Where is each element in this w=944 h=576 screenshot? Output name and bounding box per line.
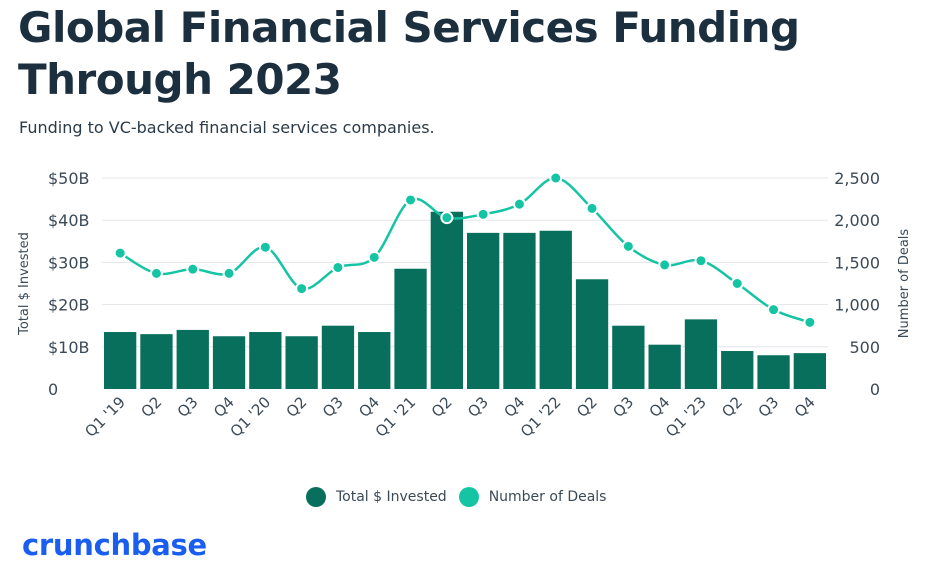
bar — [757, 355, 790, 389]
x-tick-label: Q1 '21 — [372, 393, 420, 441]
x-tick-label: Q4 — [210, 393, 238, 421]
bar — [503, 232, 536, 389]
x-tick-label: Q3 — [174, 393, 202, 421]
bar — [140, 334, 173, 389]
deals-point — [694, 254, 708, 268]
y2-tick-label-right: 500 — [849, 338, 880, 357]
deals-point — [295, 282, 309, 296]
deals-point — [186, 262, 200, 276]
bar — [612, 325, 645, 389]
x-tick-label: Q1 '22 — [517, 393, 565, 441]
x-tick-label: Q2 — [137, 393, 165, 421]
bar — [176, 329, 209, 389]
bar — [394, 268, 427, 389]
y-tick-label-left: 0 — [48, 380, 58, 399]
y-tick-label-left: $10B — [48, 338, 90, 357]
x-tick-label: Q4 — [355, 393, 383, 421]
legend-swatch-deals — [458, 487, 479, 507]
bar — [793, 353, 826, 389]
deals-point — [404, 193, 418, 207]
x-tick-label: Q1 '19 — [81, 393, 129, 441]
x-tick-label: Q2 — [718, 393, 746, 421]
legend-item-deals[interactable]: Number of Deals — [458, 487, 607, 507]
bar — [648, 344, 681, 389]
y-axis-title: Total $ Invested — [17, 232, 32, 336]
deals-point — [331, 260, 345, 274]
deals-point — [440, 211, 454, 225]
x-tick-label: Q4 — [791, 393, 819, 421]
deals-point — [658, 258, 672, 272]
bar — [285, 336, 318, 389]
x-tick-label: Q1 '23 — [662, 393, 710, 441]
legend-label-invested: Total $ Invested — [336, 489, 447, 505]
deals-point — [585, 201, 599, 215]
legend-label-deals: Number of Deals — [488, 489, 607, 505]
x-tick-label: Q1 '20 — [227, 393, 275, 441]
y2-axis-title: Number of Deals — [897, 229, 912, 339]
bar — [721, 351, 754, 389]
y2-tick-label-right: 2,500 — [834, 169, 880, 188]
bar — [575, 279, 609, 389]
x-tick-label: Q3 — [755, 393, 783, 421]
y2-tick-label-right: 2,000 — [834, 211, 880, 230]
x-tick-label: Q2 — [283, 393, 311, 421]
deals-point — [621, 239, 635, 253]
bar — [430, 211, 463, 389]
bar — [321, 325, 355, 389]
y-tick-label-left: $20B — [48, 296, 90, 315]
bar — [467, 232, 500, 389]
x-tick-label: Q2 — [573, 393, 601, 421]
y-tick-label-left: $40B — [48, 211, 90, 230]
x-tick-label: Q4 — [646, 393, 674, 421]
deals-point — [549, 171, 563, 185]
deals-point — [367, 250, 381, 264]
chart-legend: Total $ Invested Number of Deals — [306, 487, 618, 507]
deals-point — [803, 315, 817, 329]
bar — [104, 332, 137, 389]
y-tick-label-left: $30B — [48, 253, 90, 272]
x-tick-label: Q2 — [428, 393, 456, 421]
deals-point — [222, 266, 236, 280]
x-tick-label: Q3 — [319, 393, 347, 421]
deals-point — [512, 197, 526, 211]
deals-point — [730, 277, 744, 290]
x-tick-label: Q4 — [500, 393, 528, 421]
x-tick-label: Q3 — [464, 393, 492, 421]
bar — [212, 336, 246, 389]
legend-swatch-invested — [306, 487, 326, 507]
bar — [249, 332, 282, 389]
deals-point — [476, 207, 490, 221]
y-tick-label-left: $50B — [48, 169, 90, 188]
y2-tick-label-right: 1,000 — [834, 296, 880, 315]
legend-item-invested[interactable]: Total $ Invested — [306, 487, 447, 507]
x-tick-label: Q3 — [609, 393, 637, 421]
deals-point — [113, 246, 127, 260]
deals-line — [119, 176, 811, 324]
bar — [539, 230, 572, 389]
crunchbase-logo: crunchbase — [22, 528, 207, 562]
bar — [684, 319, 718, 389]
y2-tick-label-right: 0 — [870, 380, 880, 399]
deals-point — [767, 303, 781, 317]
chart-title: Global Financial Services Funding Throug… — [18, 3, 800, 104]
deals-point — [258, 240, 272, 254]
bar — [358, 332, 391, 389]
deals-point — [149, 266, 163, 280]
chart-subtitle: Funding to VC-backed financial services … — [19, 118, 435, 137]
combo-chart: 0 $10B $20B $30B $40B $50B 0 500 1,000 1,500 2,000… — [17, 169, 912, 441]
y2-tick-label-right: 1,500 — [834, 253, 880, 272]
